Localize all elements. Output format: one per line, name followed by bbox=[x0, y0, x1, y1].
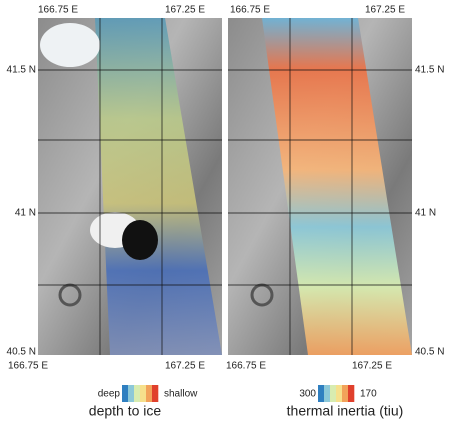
legend-swatch bbox=[128, 385, 135, 402]
lat-label: 41 N bbox=[15, 208, 36, 219]
legend-swatch bbox=[152, 385, 159, 402]
graticule bbox=[38, 18, 412, 355]
lon-label: 167.25 E bbox=[165, 361, 205, 372]
left-map bbox=[38, 18, 222, 355]
lon-label: 166.75 E bbox=[226, 361, 266, 372]
legend-swatch bbox=[318, 385, 325, 402]
legend-swatch bbox=[348, 385, 355, 402]
legend-swatch bbox=[336, 385, 343, 402]
legend-swatch bbox=[122, 385, 129, 402]
lon-label: 166.75 E bbox=[38, 5, 78, 16]
legend-swatch bbox=[330, 385, 337, 402]
legend-swatch bbox=[146, 385, 153, 402]
lat-label: 41.5 N bbox=[415, 65, 444, 76]
lat-label: 40.5 N bbox=[415, 347, 444, 358]
lat-label: 40.5 N bbox=[7, 347, 36, 358]
legend-swatch bbox=[324, 385, 331, 402]
legend-swatch bbox=[342, 385, 349, 402]
lon-label: 167.25 E bbox=[352, 361, 392, 372]
legend-low: 300 bbox=[299, 389, 316, 400]
lat-label: 41 N bbox=[415, 208, 436, 219]
lat-label: 41.5 N bbox=[7, 65, 36, 76]
legend-title: depth to ice bbox=[89, 403, 162, 419]
right-map bbox=[228, 18, 412, 355]
lon-label: 167.25 E bbox=[165, 5, 205, 16]
legend-high: shallow bbox=[164, 389, 198, 400]
lon-label: 167.25 E bbox=[365, 5, 405, 16]
lon-label: 166.75 E bbox=[230, 5, 270, 16]
legend-swatch bbox=[134, 385, 141, 402]
legend-low: deep bbox=[98, 389, 121, 400]
legend-title: thermal inertia (tiu) bbox=[287, 403, 404, 419]
legend-swatch bbox=[140, 385, 147, 402]
legend-high: 170 bbox=[360, 389, 377, 400]
lon-label: 166.75 E bbox=[8, 361, 48, 372]
